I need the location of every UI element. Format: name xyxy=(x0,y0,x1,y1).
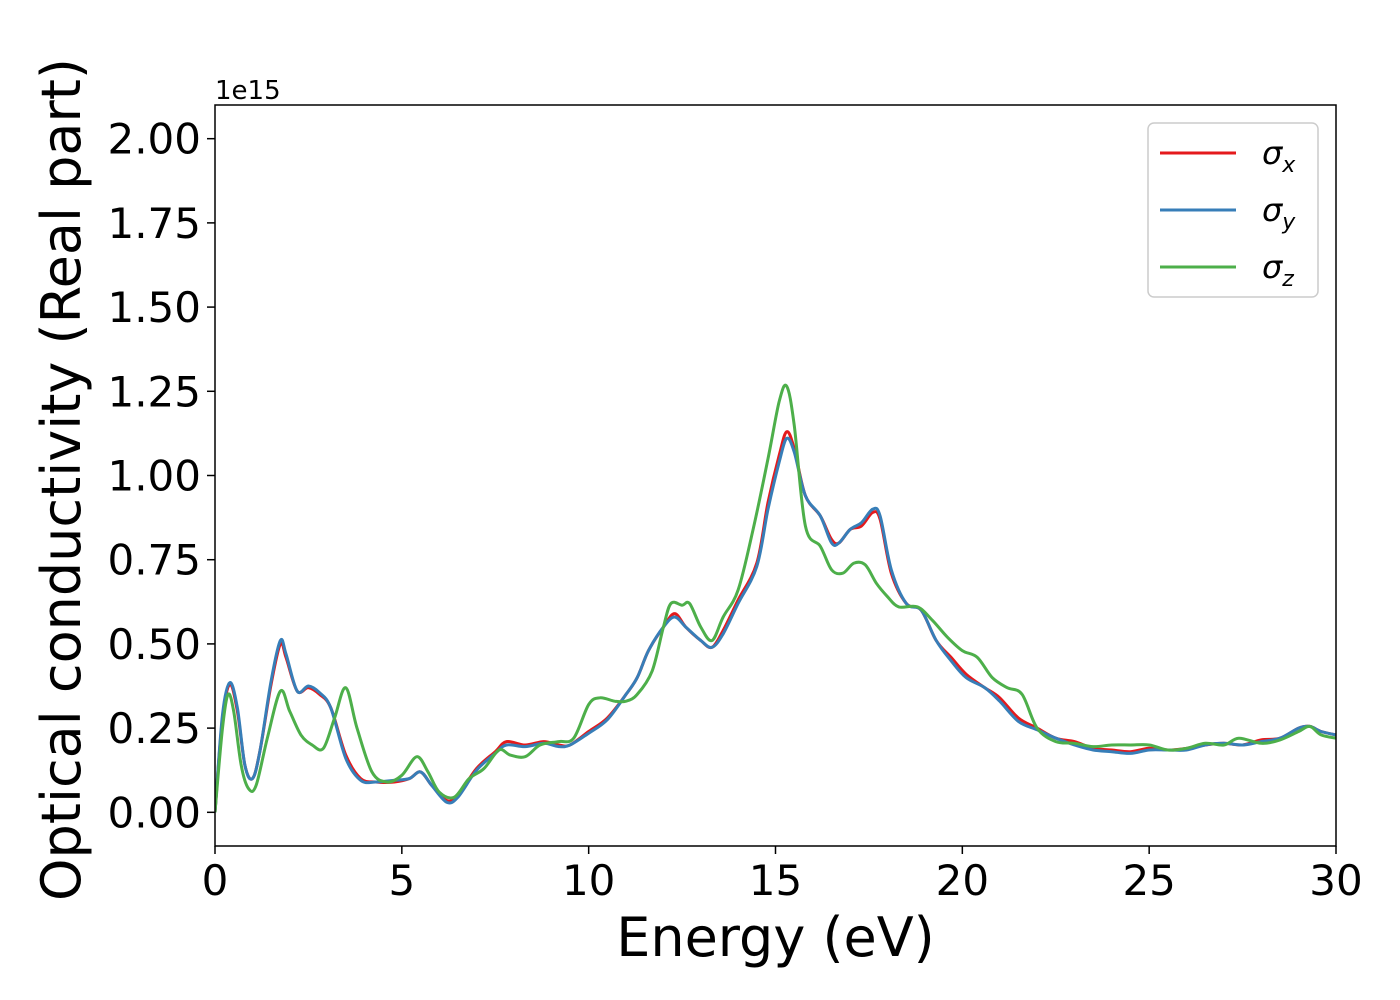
x-axis-title: Energy (eV) xyxy=(616,906,935,969)
legend-label-x: σx xyxy=(1262,134,1296,178)
y-tick-label: 0.75 xyxy=(107,536,201,585)
x-tick-label: 5 xyxy=(388,856,415,905)
legend-label-z: σz xyxy=(1262,248,1294,292)
x-axis-ticks: 0 5 10 15 20 25 30 xyxy=(202,846,1363,905)
x-tick-label: 25 xyxy=(1122,856,1175,905)
series-line-z xyxy=(215,383,1336,813)
x-tick-label: 15 xyxy=(749,856,802,905)
legend-label-y: σy xyxy=(1262,191,1296,235)
y-tick-label: 1.25 xyxy=(107,367,201,416)
plot-area: 0 5 10 15 20 25 30 0.00 0.25 0.50 0.75 1.00 1.25 1.5… xyxy=(107,104,1363,905)
legend-symbol: σ xyxy=(1262,134,1284,172)
legend-subscript: y xyxy=(1281,210,1296,235)
y-tick-label: 1.50 xyxy=(107,283,201,332)
y-tick-label: 0.50 xyxy=(107,620,201,669)
legend-symbol: σ xyxy=(1262,248,1284,286)
legend-subscript: x xyxy=(1281,153,1296,178)
x-tick-label: 30 xyxy=(1309,856,1362,905)
y-tick-label: 0.25 xyxy=(107,704,201,753)
series-line-x xyxy=(215,430,1336,813)
series-group xyxy=(215,383,1336,813)
y-tick-label: 0.00 xyxy=(107,788,201,837)
y-offset-label: 1e15 xyxy=(215,76,281,106)
y-tick-label: 2.00 xyxy=(107,115,201,164)
x-tick-label: 20 xyxy=(936,856,989,905)
legend-symbol: σ xyxy=(1262,191,1284,229)
x-tick-label: 0 xyxy=(202,856,229,905)
y-axis-ticks: 0.00 0.25 0.50 0.75 1.00 1.25 1.50 1.75 2.00 xyxy=(107,115,215,837)
series-line-y xyxy=(215,436,1336,813)
y-tick-label: 1.75 xyxy=(107,199,201,248)
y-axis-title: Optical conductivity (Real part) xyxy=(30,58,93,901)
x-tick-label: 10 xyxy=(562,856,615,905)
legend-subscript: z xyxy=(1281,267,1294,292)
y-tick-label: 1.00 xyxy=(107,452,201,501)
